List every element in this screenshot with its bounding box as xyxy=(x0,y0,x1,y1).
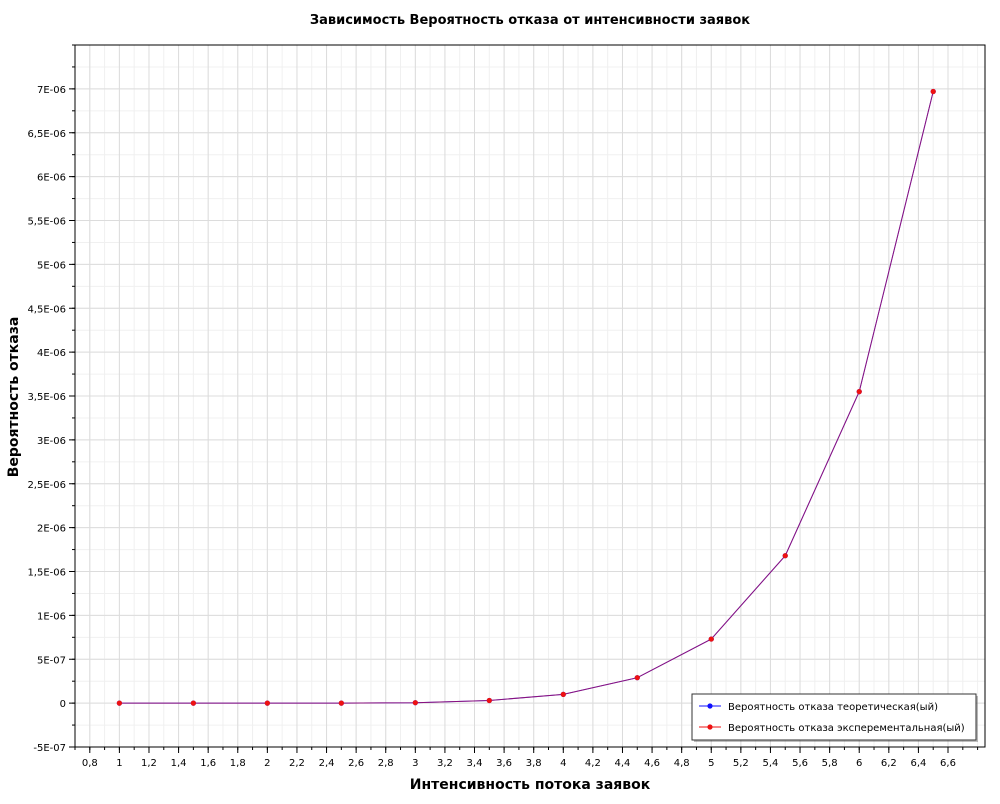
y-tick-label: 0 xyxy=(60,699,66,710)
data-point xyxy=(708,636,714,642)
legend-item-theoretical: Вероятность отказа теоретическая(ый) xyxy=(699,702,938,713)
data-point xyxy=(338,700,344,706)
x-tick-label: 4,4 xyxy=(615,758,631,769)
data-point xyxy=(856,389,862,395)
x-tick-label: 2 xyxy=(264,758,270,769)
x-tick-label: 1,4 xyxy=(171,758,187,769)
x-tick-label: 3,8 xyxy=(526,758,542,769)
grid xyxy=(74,44,985,748)
y-tick-label: 6E-06 xyxy=(37,173,66,184)
y-tick-label: 1E-06 xyxy=(37,611,66,622)
y-tick-label: 4E-06 xyxy=(37,348,66,359)
x-tick-label: 4,8 xyxy=(674,758,690,769)
data-point xyxy=(190,700,196,706)
axes xyxy=(69,44,986,753)
legend-label-experimental: Вероятность отказа эксперементальная(ый) xyxy=(728,723,965,734)
x-tick-label: 3,4 xyxy=(467,758,483,769)
series-line xyxy=(119,91,934,704)
data-point xyxy=(782,553,788,559)
x-tick-label: 4,6 xyxy=(644,758,660,769)
x-tick-label: 5 xyxy=(708,758,714,769)
y-tick-label: 5E-06 xyxy=(37,260,66,271)
x-tick-label: 5,2 xyxy=(733,758,749,769)
y-tick-label: 1,5E-06 xyxy=(27,568,66,579)
legend: Вероятность отказа теоретическая(ый) Вер… xyxy=(691,693,978,742)
x-tick-label: 4,2 xyxy=(585,758,601,769)
x-tick-label: 1,8 xyxy=(230,758,246,769)
y-tick-label: -5E-07 xyxy=(33,743,66,754)
y-axis-title: Вероятность отказа xyxy=(6,317,22,478)
x-tick-label: 6 xyxy=(856,758,862,769)
y-tick-label: 3E-06 xyxy=(37,436,66,447)
x-tick-label: 6,2 xyxy=(881,758,897,769)
x-tick-label: 5,6 xyxy=(792,758,808,769)
data-point xyxy=(264,700,270,706)
x-tick-label: 2,6 xyxy=(348,758,364,769)
x-tick-label: 0,8 xyxy=(82,758,98,769)
x-axis-title: Интенсивность потока заявок xyxy=(410,777,651,793)
x-tick-label: 6,4 xyxy=(910,758,926,769)
x-tick-label: 4 xyxy=(560,758,566,769)
series-layer xyxy=(116,88,936,706)
x-tick-label: 1,2 xyxy=(141,758,157,769)
data-point xyxy=(486,697,492,704)
x-tick-label: 5,8 xyxy=(822,758,838,769)
x-tick-label: 6,6 xyxy=(940,758,956,769)
data-point xyxy=(116,700,122,706)
x-tick-label: 2,4 xyxy=(319,758,335,769)
y-tick-label: 2,5E-06 xyxy=(27,480,66,491)
legend-item-experimental: Вероятность отказа эксперементальная(ый) xyxy=(699,723,965,734)
data-point xyxy=(560,691,566,697)
x-tick-label: 3 xyxy=(412,758,418,769)
legend-marker-experimental xyxy=(707,724,713,730)
y-tick-label: 5E-07 xyxy=(37,655,66,666)
data-point xyxy=(930,88,936,95)
x-tick-label: 3,6 xyxy=(496,758,512,769)
data-point xyxy=(412,700,418,706)
series-experimental xyxy=(116,88,936,706)
x-tick-label: 1,6 xyxy=(200,758,216,769)
y-tick-label: 2E-06 xyxy=(37,524,66,535)
x-tick-label: 5,4 xyxy=(762,758,778,769)
x-tick-label: 2,8 xyxy=(378,758,394,769)
x-tick-label: 1 xyxy=(116,758,122,769)
legend-label-theoretical: Вероятность отказа теоретическая(ый) xyxy=(728,702,938,713)
tick-labels: 0,8 1 1,2 1,4 1,6 1,8 2 2,2 2,4 2,6 2,8 3 3,2 3,4 3,6 3… xyxy=(27,85,956,769)
x-tick-label: 2,2 xyxy=(289,758,305,769)
legend-marker-theoretical xyxy=(707,703,713,709)
y-tick-label: 5,5E-06 xyxy=(27,217,66,228)
y-tick-label: 4,5E-06 xyxy=(27,304,66,315)
legend-box xyxy=(691,693,977,741)
x-tick-label: 3,2 xyxy=(437,758,453,769)
data-point xyxy=(634,675,640,681)
chart-title: Зависимость Вероятность отказа от интенс… xyxy=(310,13,750,28)
y-tick-label: 6,5E-06 xyxy=(27,129,66,140)
y-tick-label: 7E-06 xyxy=(37,85,66,96)
y-tick-label: 3,5E-06 xyxy=(27,392,66,403)
